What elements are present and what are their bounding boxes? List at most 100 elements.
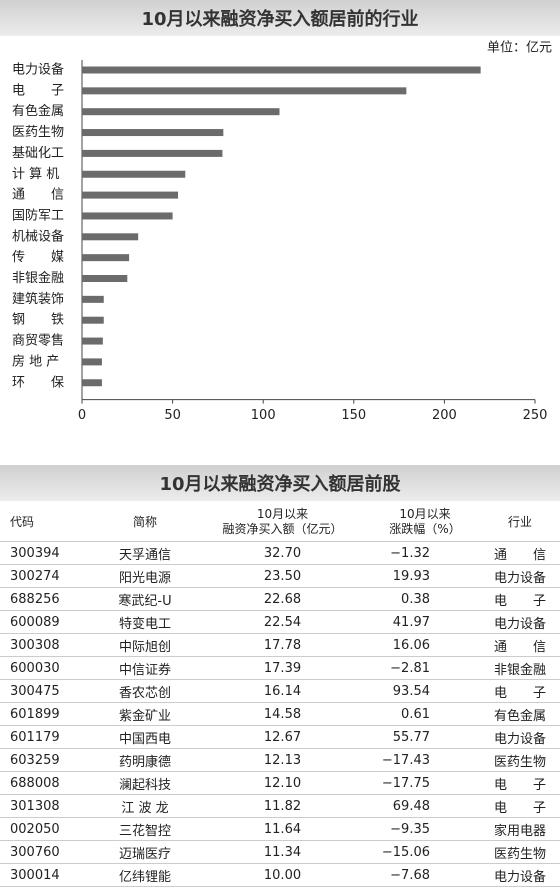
x-tick-label: 100 xyxy=(251,408,276,423)
table-cell: 医药生物 xyxy=(493,846,546,862)
y-tick-label: 基础化工 xyxy=(12,146,64,161)
table-cell: 电 子 xyxy=(493,777,546,793)
bar xyxy=(82,149,223,157)
table-cell: 电 子 xyxy=(493,685,546,701)
table-cell: 电 子 xyxy=(493,593,546,609)
table-cell: 300760 xyxy=(10,844,60,860)
table-cell: −15.06 xyxy=(381,844,430,860)
table-cell: 12.67 xyxy=(263,729,302,745)
unit-label: 单位：亿元 xyxy=(487,41,552,56)
y-tick-label: 建筑装饰 xyxy=(12,291,64,307)
table-cell: 江 波 龙 xyxy=(121,800,169,816)
table-cell: −17.75 xyxy=(381,775,430,791)
table-row: 300274 阳光电源 23.50 19.93 电力设备 xyxy=(0,565,560,588)
bar xyxy=(82,191,179,199)
table-cell: 002050 xyxy=(10,821,60,837)
x-tick-label: 150 xyxy=(341,408,366,423)
bar xyxy=(82,316,104,324)
table-cell: 0.61 xyxy=(401,706,430,722)
table-cell: 有色金属 xyxy=(493,708,546,724)
header-cell: 代码 xyxy=(10,514,35,529)
table-cell: 93.54 xyxy=(392,683,430,699)
table-cell: 电力设备 xyxy=(493,616,546,632)
table-row: 603259 药明康德 12.13 −17.43 医药生物 xyxy=(0,749,560,772)
y-tick-label: 计 算 机 xyxy=(12,167,59,182)
bar xyxy=(82,212,173,220)
table-cell: 紫金矿业 xyxy=(118,708,171,724)
table-cell: −9.35 xyxy=(390,821,430,837)
table-row: 300394 天孚通信 32.70 −1.32 通 信 xyxy=(0,542,560,565)
table-cell: 中际旭创 xyxy=(118,639,171,655)
table-cell: 寒武纪-U xyxy=(118,593,172,609)
table-cell: 55.77 xyxy=(392,729,430,745)
table-cell: −7.68 xyxy=(390,867,430,883)
x-tick-label: 250 xyxy=(523,408,548,423)
bar xyxy=(82,87,407,95)
table-cell: 300308 xyxy=(10,637,60,653)
table-cell: 688256 xyxy=(10,591,60,607)
table-row: 601899 紫金矿业 14.58 0.61 有色金属 xyxy=(0,703,560,726)
bar xyxy=(82,358,102,366)
table-cell: 中信证券 xyxy=(118,662,171,678)
table-cell: 301308 xyxy=(10,798,60,814)
table-cell: 电 子 xyxy=(493,800,546,816)
y-tick-label: 国防军工 xyxy=(12,207,64,223)
table-cell: 12.13 xyxy=(263,752,302,768)
bar xyxy=(82,108,280,116)
table-cell: 三花智控 xyxy=(118,823,171,839)
y-tick-label: 房 地 产 xyxy=(12,353,59,369)
table-row: 600089 特变电工 22.54 41.97 电力设备 xyxy=(0,611,560,634)
table-cell: 23.50 xyxy=(263,568,302,584)
y-tick-label: 电力设备 xyxy=(12,62,64,78)
table-cell: 电力设备 xyxy=(493,570,546,586)
table-cell: 300475 xyxy=(10,683,60,699)
table-row: 600030 中信证券 17.39 −2.81 非银金融 xyxy=(0,657,560,680)
header-cell: 10月以来 融资净买入额（亿元） xyxy=(222,507,343,536)
table-cell: 300274 xyxy=(10,568,60,584)
table-cell: 天孚通信 xyxy=(118,547,171,563)
table-cell: 300394 xyxy=(10,545,60,561)
table-cell: 300014 xyxy=(10,867,60,883)
y-tick-label: 有色金属 xyxy=(12,103,64,119)
table-cell: 14.58 xyxy=(263,706,302,722)
table-cell: 10.00 xyxy=(263,867,302,883)
y-tick-label: 电 子 xyxy=(12,83,64,98)
y-tick-label: 环 保 xyxy=(12,375,64,390)
table-title: 10月以来融资净买入额居前股 xyxy=(0,465,560,501)
bar xyxy=(82,66,481,74)
table-cell: 17.78 xyxy=(263,637,302,653)
y-tick-label: 传 媒 xyxy=(12,250,64,265)
table-cell: 600030 xyxy=(10,660,60,676)
x-tick-label: 50 xyxy=(164,408,181,423)
table-cell: 688008 xyxy=(10,775,60,791)
table-cell: −1.32 xyxy=(390,545,430,561)
table-cell: 16.14 xyxy=(263,683,302,699)
table-cell: 603259 xyxy=(10,752,60,768)
table-cell: 41.97 xyxy=(392,614,430,630)
table-header: 代码 简称 10月以来 融资净买入额（亿元） 10月以来 涨跌幅（%） 行业 xyxy=(0,503,560,542)
bar xyxy=(82,337,103,345)
x-tick-label: 200 xyxy=(432,408,457,423)
table: 代码 简称 10月以来 融资净买入额（亿元） 10月以来 涨跌幅（%） 行业 300394… xyxy=(0,503,560,887)
y-tick-label: 机械设备 xyxy=(12,228,64,244)
bar xyxy=(82,379,102,387)
table-cell: 69.48 xyxy=(392,798,430,814)
header-cell: 简称 xyxy=(132,514,157,529)
table-cell: 17.39 xyxy=(263,660,302,676)
table-cell: 特变电工 xyxy=(118,616,171,632)
table-row: 300308 中际旭创 17.78 16.06 通 信 xyxy=(0,634,560,657)
table-row: 300014 亿纬锂能 10.00 −7.68 电力设备 xyxy=(0,864,560,887)
table-cell: 22.68 xyxy=(263,591,302,607)
x-tick-label: 0 xyxy=(78,408,86,423)
table-cell: 19.93 xyxy=(392,568,430,584)
bar xyxy=(82,170,186,178)
table-cell: 600089 xyxy=(10,614,60,630)
table-row: 601179 中国西电 12.67 55.77 电力设备 xyxy=(0,726,560,749)
y-tick-label: 医药生物 xyxy=(12,125,64,140)
table-cell: 中国西电 xyxy=(118,731,171,747)
table-cell: −2.81 xyxy=(390,660,430,676)
table-cell: −17.43 xyxy=(381,752,430,768)
table-row: 002050 三花智控 11.64 −9.35 家用电器 xyxy=(0,818,560,841)
table-row: 688256 寒武纪-U 22.68 0.38 电 子 xyxy=(0,588,560,611)
y-tick-label: 钢 铁 xyxy=(12,313,64,328)
